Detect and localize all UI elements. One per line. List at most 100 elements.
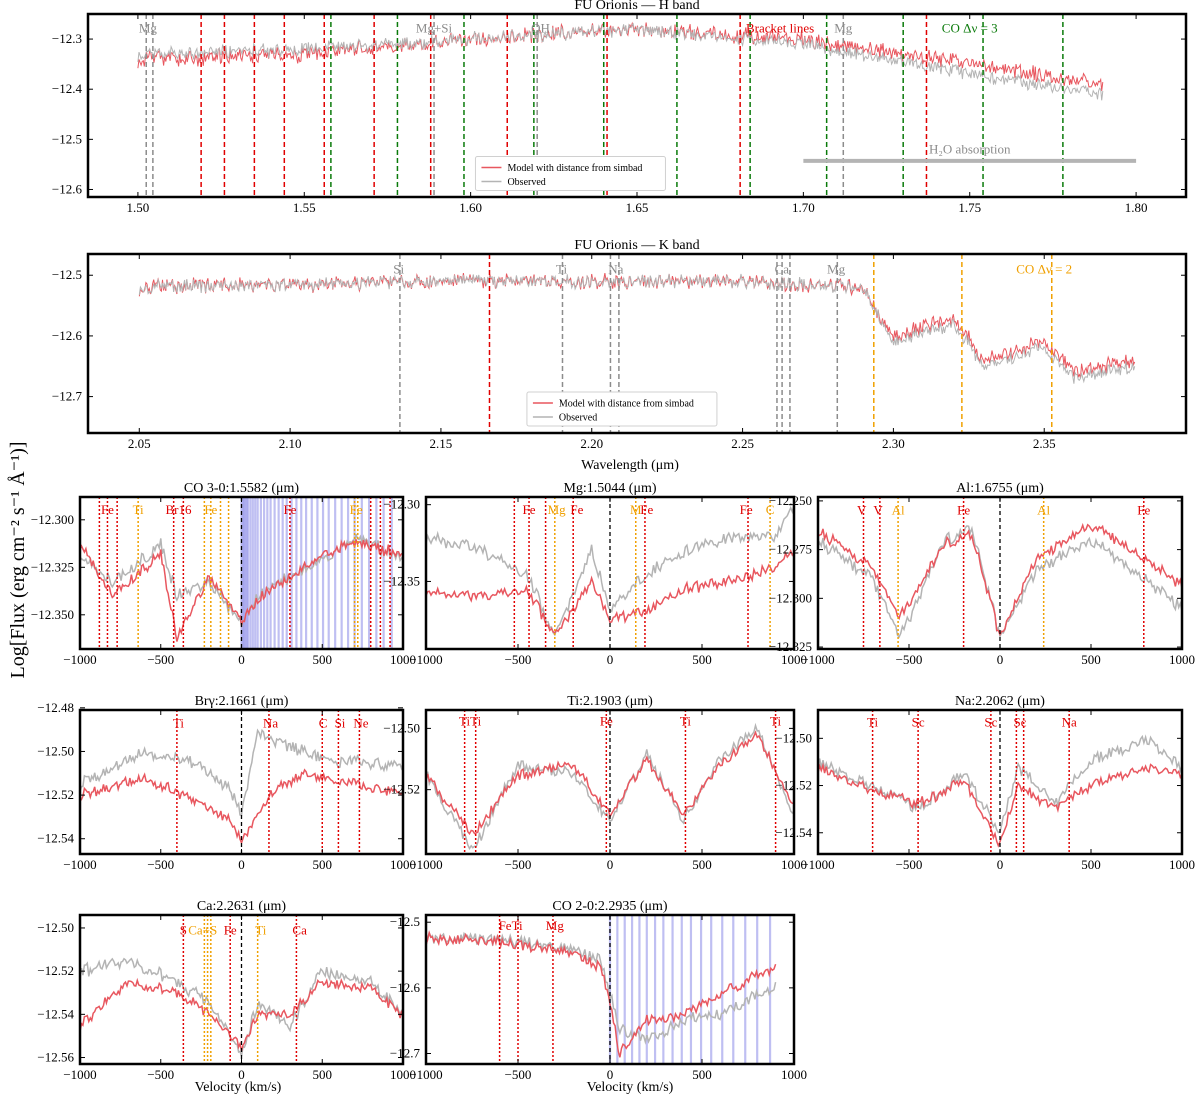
line-annotation: Ti — [173, 715, 184, 730]
y-tick-label: −12.5 — [52, 131, 82, 146]
series-line-model — [137, 21, 1104, 92]
x-tick-label: 0 — [238, 652, 245, 667]
plot-area-brg: Ti Na C Si Ne — [80, 710, 403, 854]
y-tick-label: −12.50 — [37, 920, 74, 935]
line-annotation: OH — [531, 21, 550, 36]
x-tick-label: 500 — [692, 1067, 712, 1082]
x-tick-label: 0 — [607, 652, 614, 667]
line-annotation: FeTi — [499, 918, 523, 933]
series-line-model — [426, 929, 777, 1058]
x-tick-label: −500 — [147, 857, 174, 872]
x-tick-label: 500 — [313, 1067, 333, 1082]
series-line-model — [818, 762, 1182, 848]
line-annotation: Fe — [224, 922, 237, 937]
line-annotation: Fe — [204, 502, 217, 517]
x-tick-label: −1000 — [409, 1067, 442, 1082]
panel-title: Mg:1.5044 (μm) — [563, 481, 656, 496]
panel-title: Brγ:2.1661 (μm) — [195, 694, 289, 709]
series-line-observed — [818, 525, 1182, 639]
plot-area-na: Ti Sc Sc Sc Na — [818, 710, 1182, 854]
panel-brg: Ti Na C Si Ne Brγ:2.1661 (μm) −1000 −500 0 500 100… — [37, 694, 416, 872]
panel-ca: S Ca+S Fe Ti Ca Ca:2.2631 (μm) −1000 −500 0 500 10… — [37, 899, 416, 1082]
panel-co20: FeTi Mg CO 2-0:2.2935 (μm) −1000 −500 0 500 100… — [390, 899, 807, 1082]
x-tick-label: 0 — [607, 1067, 614, 1082]
panel-al: V V Al Fe Al Fe Al:1.6755 (μm) −1000 −500 0 500 100… — [769, 481, 1195, 667]
x-tick-label: 500 — [692, 652, 712, 667]
line-annotation: Sc — [984, 715, 997, 730]
line-annotation: Fe — [283, 502, 296, 517]
line-annotation: Fe — [1137, 503, 1150, 518]
x-tick-label: −500 — [147, 652, 174, 667]
y-tick-label: −12.56 — [37, 1050, 74, 1065]
plot-area-ca: S Ca+S Fe Ti Ca — [80, 915, 403, 1064]
legend-box — [474, 155, 666, 191]
panel-title: Ca:2.2631 (μm) — [197, 899, 286, 914]
x-tick-label: 2.15 — [430, 436, 453, 451]
series-line-model — [138, 273, 1136, 379]
y-tick-label: −12.4 — [52, 81, 83, 96]
x-tick-label: 1000 — [390, 1067, 416, 1082]
line-annotation: V — [873, 503, 883, 518]
panel-title: Al:1.6755 (μm) — [956, 481, 1044, 496]
series-line-observed — [137, 22, 1104, 101]
line-annotation: Fe — [600, 713, 613, 728]
y-tick-label: −12.6 — [52, 181, 83, 196]
panel-kband: Si Ti Na Ca Mg CO Δν = 2 FU Orionis — K band 2.… — [52, 238, 1188, 451]
x-tick-label: −500 — [147, 1067, 174, 1082]
y-tick-label: −12.6 — [390, 980, 421, 995]
line-annotation: Fe — [740, 502, 753, 517]
line-annotation: Ti — [770, 713, 781, 728]
x-tick-label: −500 — [896, 857, 923, 872]
x-tick-label: 500 — [313, 857, 333, 872]
y-tick-label: −12.54 — [775, 825, 812, 840]
x-tick-label: 1.65 — [626, 200, 649, 215]
panel-title: Na:2.2062 (μm) — [955, 694, 1045, 709]
x-tick-label: 500 — [1081, 652, 1101, 667]
legend-box — [526, 391, 718, 427]
x-tick-label: 0 — [238, 1067, 245, 1082]
y-tick-label: −12.50 — [383, 720, 420, 735]
line-annotation: Ti — [867, 715, 878, 730]
panel-title: FU Orionis — K band — [574, 238, 699, 253]
line-annotation: Si — [335, 715, 346, 730]
y-tick-label: −12.300 — [769, 590, 812, 605]
y-tick-label: −12.5 — [52, 267, 82, 282]
x-tick-label: 1.70 — [792, 200, 815, 215]
x-tick-label: −1000 — [63, 857, 96, 872]
y-tick-label: −12.54 — [37, 831, 74, 846]
x-tick-label: −500 — [505, 652, 532, 667]
y-tick-label: −12.6 — [52, 328, 83, 343]
series-line-model — [426, 548, 794, 634]
panel-title: CO 3-0:1.5582 (μm) — [184, 481, 300, 496]
line-annotation: Fe — [350, 502, 363, 517]
series-line-observed — [80, 533, 403, 628]
panel-title: Ti:2.1903 (μm) — [567, 694, 653, 709]
x-tick-label: −1000 — [409, 652, 442, 667]
x-tick-label: 1.75 — [958, 200, 981, 215]
panel-na: Ti Sc Sc Sc Na Na:2.2062 (μm) −1000 −500 0 500 100… — [775, 694, 1195, 872]
axes-frame-kband — [86, 252, 1188, 435]
x-tick-label: 2.30 — [882, 436, 905, 451]
y-tick-label: −12.250 — [769, 493, 812, 508]
x-tick-label: 2.20 — [580, 436, 603, 451]
legend-label: Model with distance from simbad — [507, 163, 642, 174]
y-tick-label: −12.50 — [775, 730, 812, 745]
x-tick-label: −1000 — [801, 652, 834, 667]
plot-area-ti: TiTi Fe Ti Ti — [426, 710, 794, 854]
x-axis-label-wavelength: Wavelength (μm) — [581, 458, 679, 473]
x-axis-label-velocity-1: Velocity (km/s) — [195, 1080, 282, 1095]
x-tick-label: 1.50 — [127, 200, 150, 215]
line-annotation: Mg — [548, 502, 567, 517]
y-tick-label: −12.325 — [769, 639, 812, 654]
x-tick-label: 1.60 — [459, 200, 482, 215]
x-tick-label: −500 — [505, 857, 532, 872]
panel-title: FU Orionis — H band — [574, 0, 699, 13]
panel-mg: Fe Mg Fe MFe Fe CMg:1.5044 (μm)−1000 −500 0 500 1… — [383, 481, 807, 667]
y-tick-label: −12.48 — [37, 700, 74, 715]
line-annotation: Ti — [556, 261, 567, 276]
x-axis-label-velocity-2: Velocity (km/s) — [587, 1080, 674, 1095]
y-tick-label: −12.52 — [775, 778, 812, 793]
x-tick-label: 2.10 — [279, 436, 302, 451]
line-annotation: Ti — [680, 713, 691, 728]
